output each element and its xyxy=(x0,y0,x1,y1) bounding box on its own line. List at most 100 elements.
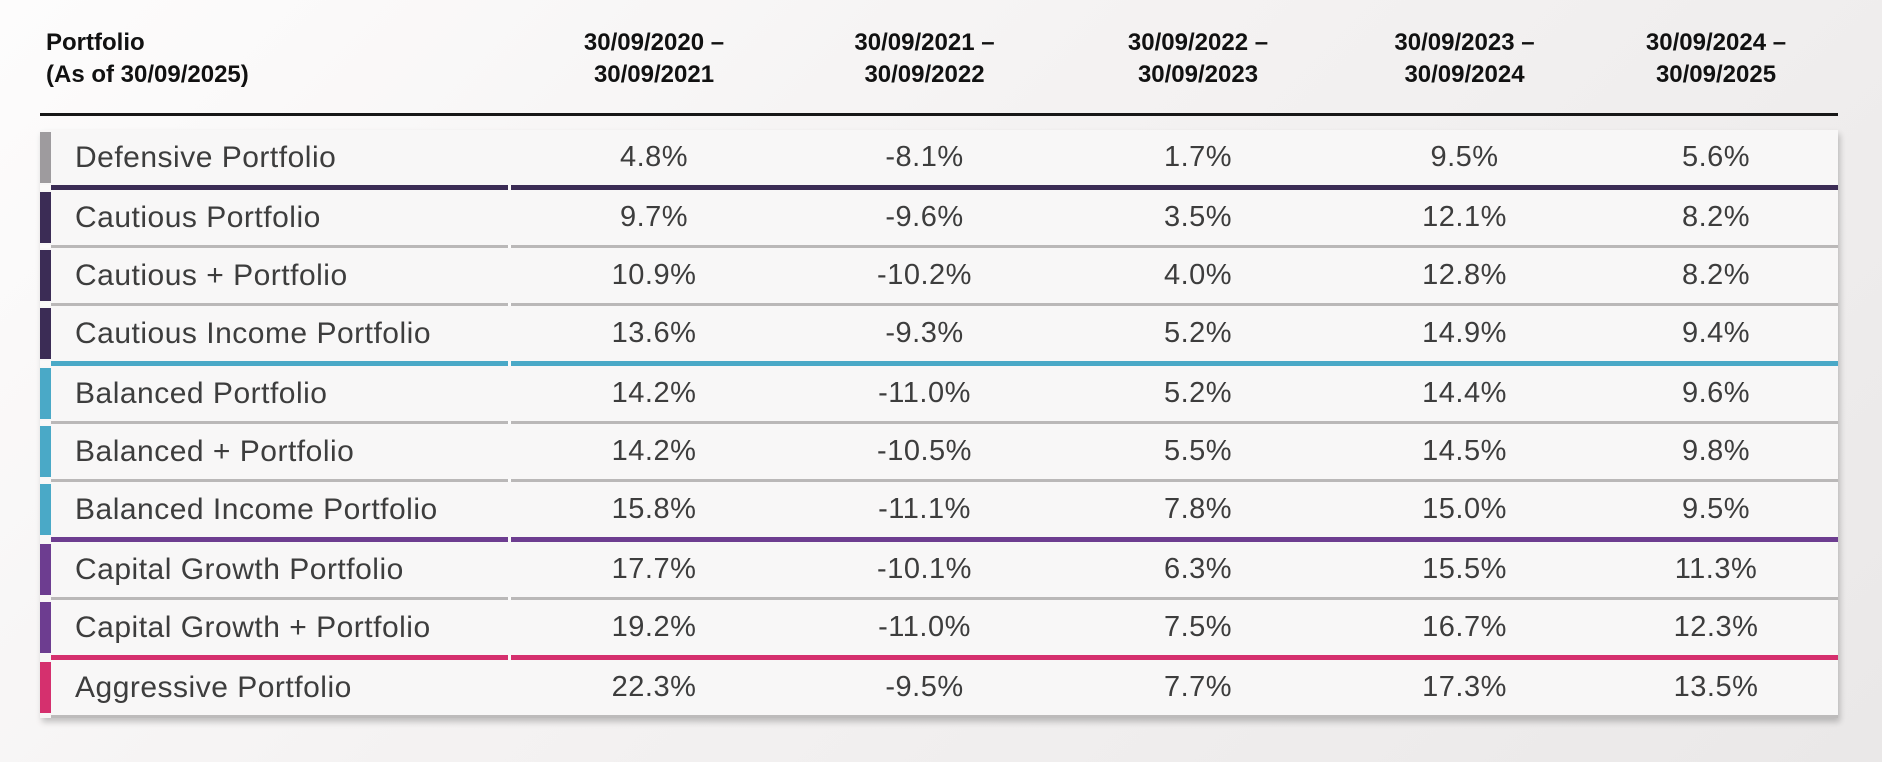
period-end: 30/09/2025 xyxy=(1655,61,1777,88)
period-header-2: 30/09/2021 – 30/09/2022 xyxy=(788,27,1061,91)
table-row-balanced-plus: Balanced + Portfolio 14.2% -10.5% 5.5% 1… xyxy=(40,424,1838,482)
table-row-capital-growth: Capital Growth Portfolio 17.7% -10.1% 6.… xyxy=(40,542,1838,600)
return-value: -10.1% xyxy=(877,553,972,585)
return-value: -9.6% xyxy=(885,201,964,233)
return-value: 8.2% xyxy=(1681,201,1751,233)
return-value: 14.2% xyxy=(611,377,697,409)
return-value: 8.2% xyxy=(1681,259,1751,291)
portfolio-name: Balanced + Portfolio xyxy=(75,434,355,468)
table-body: Defensive Portfolio 4.8% -8.1% 1.7% 9.5%… xyxy=(40,130,1838,718)
portfolio-name: Capital Growth + Portfolio xyxy=(75,610,431,644)
table-row-cautious-income: Cautious Income Portfolio 13.6% -9.3% 5.… xyxy=(40,306,1838,366)
period-end: 30/09/2021 xyxy=(593,61,715,88)
period-header-1: 30/09/2020 – 30/09/2021 xyxy=(520,27,788,91)
return-value: 14.4% xyxy=(1422,377,1507,409)
return-value: 7.5% xyxy=(1163,611,1233,643)
return-value: 9.5% xyxy=(1681,493,1751,525)
return-value: 15.8% xyxy=(611,493,697,525)
row-accent-bar xyxy=(40,544,51,595)
return-value: 15.0% xyxy=(1422,493,1507,525)
return-value: 13.6% xyxy=(611,317,697,349)
period-start: 30/09/2020 – xyxy=(583,29,725,56)
portfolio-name: Aggressive Portfolio xyxy=(75,670,352,704)
return-value: -10.5% xyxy=(877,435,972,467)
return-value: 7.8% xyxy=(1163,493,1233,525)
period-end: 30/09/2024 xyxy=(1404,61,1525,88)
return-value: 17.3% xyxy=(1422,671,1507,703)
period-start: 30/09/2023 – xyxy=(1394,29,1535,56)
period-start: 30/09/2024 – xyxy=(1645,29,1787,56)
row-accent-bar xyxy=(40,662,51,713)
portfolio-name: Capital Growth Portfolio xyxy=(75,552,404,586)
row-accent-bar xyxy=(40,132,51,183)
period-start: 30/09/2021 – xyxy=(854,29,995,56)
return-value: 14.5% xyxy=(1422,435,1507,467)
period-header-5: 30/09/2024 – 30/09/2025 xyxy=(1594,27,1838,91)
table-subtitle: (As of 30/09/2025) xyxy=(46,61,249,88)
return-value: 9.5% xyxy=(1430,141,1499,173)
portfolio-name: Cautious Portfolio xyxy=(75,200,321,234)
portfolio-name: Balanced Portfolio xyxy=(75,376,328,410)
table-title-cell: Portfolio (As of 30/09/2025) xyxy=(40,27,520,91)
portfolio-name: Defensive Portfolio xyxy=(75,140,337,174)
portfolio-performance-table: Portfolio (As of 30/09/2025) 30/09/2020 … xyxy=(40,0,1838,718)
return-value: -8.1% xyxy=(885,141,964,173)
period-header-4: 30/09/2023 – 30/09/2024 xyxy=(1335,27,1594,91)
return-value: 9.6% xyxy=(1681,377,1751,409)
return-value: 5.5% xyxy=(1163,435,1233,467)
return-value: 12.3% xyxy=(1673,611,1759,643)
return-value: 1.7% xyxy=(1163,141,1233,173)
table-row-cautious: Cautious Portfolio 9.7% -9.6% 3.5% 12.1%… xyxy=(40,190,1838,248)
return-value: 7.7% xyxy=(1163,671,1233,703)
return-value: -11.1% xyxy=(878,493,971,525)
table-row-cautious-plus: Cautious + Portfolio 10.9% -10.2% 4.0% 1… xyxy=(40,248,1838,306)
return-value: 22.3% xyxy=(611,671,697,703)
return-value: 16.7% xyxy=(1422,611,1507,643)
row-accent-bar xyxy=(40,602,51,653)
return-value: 5.2% xyxy=(1163,377,1233,409)
return-value: -11.0% xyxy=(878,611,971,643)
portfolio-name: Balanced Income Portfolio xyxy=(75,492,438,526)
return-value: 10.9% xyxy=(611,259,697,291)
return-value: 5.2% xyxy=(1163,317,1233,349)
row-accent-bar xyxy=(40,250,51,301)
table-row-capital-growth-plus: Capital Growth + Portfolio 19.2% -11.0% … xyxy=(40,600,1838,660)
table-row-defensive: Defensive Portfolio 4.8% -8.1% 1.7% 9.5%… xyxy=(40,130,1838,190)
row-accent-bar xyxy=(40,192,51,243)
header-divider-line xyxy=(40,113,1838,116)
return-value: 14.2% xyxy=(611,435,697,467)
return-value: 19.2% xyxy=(611,611,697,643)
return-value: 9.4% xyxy=(1681,317,1751,349)
period-header-3: 30/09/2022 – 30/09/2023 xyxy=(1061,27,1335,91)
return-value: 9.8% xyxy=(1681,435,1751,467)
return-value: -9.5% xyxy=(885,671,964,703)
return-value: 17.7% xyxy=(611,553,697,585)
return-value: 3.5% xyxy=(1163,201,1233,233)
table-row-balanced-income: Balanced Income Portfolio 15.8% -11.1% 7… xyxy=(40,482,1838,542)
return-value: -11.0% xyxy=(878,377,971,409)
return-value: 4.0% xyxy=(1163,259,1233,291)
row-accent-bar xyxy=(40,308,51,359)
portfolio-name: Cautious Income Portfolio xyxy=(75,316,432,350)
table-row-aggressive: Aggressive Portfolio 22.3% -9.5% 7.7% 17… xyxy=(40,660,1838,718)
period-end: 30/09/2022 xyxy=(864,61,985,88)
table-title: Portfolio xyxy=(46,29,145,56)
row-accent-bar xyxy=(40,426,51,477)
table-row-balanced: Balanced Portfolio 14.2% -11.0% 5.2% 14.… xyxy=(40,366,1838,424)
return-value: 12.8% xyxy=(1422,259,1507,291)
return-value: 12.1% xyxy=(1422,201,1507,233)
return-value: 4.8% xyxy=(619,141,689,173)
row-accent-bar xyxy=(40,368,51,419)
return-value: 15.5% xyxy=(1422,553,1507,585)
row-accent-bar xyxy=(40,484,51,535)
return-value: 13.5% xyxy=(1673,671,1759,703)
period-start: 30/09/2022 – xyxy=(1127,29,1269,56)
period-end: 30/09/2023 xyxy=(1137,61,1259,88)
return-value: -9.3% xyxy=(885,317,964,349)
return-value: -10.2% xyxy=(877,259,972,291)
portfolio-name: Cautious + Portfolio xyxy=(75,258,348,292)
return-value: 14.9% xyxy=(1422,317,1507,349)
return-value: 11.3% xyxy=(1674,553,1758,585)
table-header-row: Portfolio (As of 30/09/2025) 30/09/2020 … xyxy=(40,0,1838,91)
return-value: 9.7% xyxy=(619,201,689,233)
